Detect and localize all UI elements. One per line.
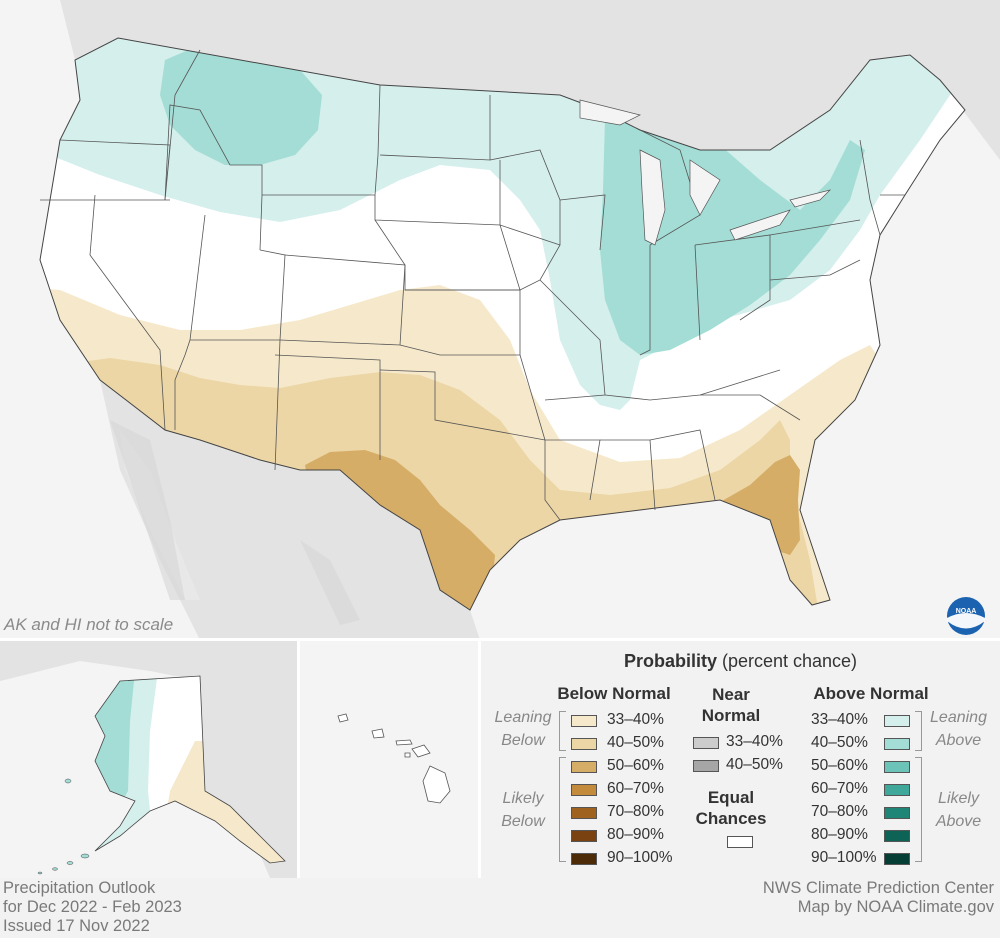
divider-ak-hi [297,641,300,878]
state-borders [40,49,905,521]
below-50-60-florida [715,455,800,555]
above-normal-item-label: 60–70% [811,780,868,797]
divider-hi-legend [478,641,481,878]
likely-below-label: Likely Below [501,790,545,830]
above-normal-item-swatch [884,784,910,796]
below-normal-item-swatch [571,784,597,796]
below-normal-header: Below Normal [557,684,671,703]
aleutian-islands [37,778,90,875]
noaa-logo: NOAA [947,597,985,635]
footer-issued: Issued 17 Nov 2022 [3,917,150,935]
above-40-50-montana [160,45,322,165]
noaa-logo-text: NOAA [956,608,977,615]
below-normal-item-label: 90–100% [607,849,673,866]
above-normal-header: Above Normal [813,684,929,703]
above-normal-item-label: 80–90% [811,826,868,843]
kauai [337,713,349,723]
above-normal-item-swatch [884,715,910,727]
below-normal-item-label: 60–70% [607,780,664,797]
above-normal-item-swatch [884,761,910,773]
footer-outlook-info: Precipitation Outlook for Dec 2022 - Feb… [3,879,182,936]
near-normal-item-label: 40–50% [726,756,783,773]
below-normal-item-label: 40–50% [607,734,664,751]
great-lakes [579,99,832,246]
above-normal-item-label: 33–40% [811,711,868,728]
above-normal-item-swatch [884,853,910,865]
noaa-logo-bird [947,613,985,629]
legend-title-rest: (percent chance) [721,651,858,671]
above-normal-item-label: 90–100% [811,849,877,866]
below-normal-item-label: 33–40% [607,711,664,728]
mexico-land [100,380,480,640]
footer-source: NWS Climate Prediction Center [762,879,994,897]
molokai [395,739,413,746]
leaning-above-label: Leaning Above [930,709,987,749]
footer-period: for Dec 2022 - Feb 2023 [3,898,182,916]
below-normal-item-label: 50–60% [607,757,664,774]
big-island [422,765,451,804]
hawaii-map [300,641,478,878]
near-normal-header: Near Normal [701,685,761,725]
above-normal-item-swatch [884,830,910,842]
divider-horizontal [0,638,1000,641]
equal-chances-header: Equal Chances [695,788,767,828]
legend-title: Probability (percent chance) [481,651,1000,672]
alaska-panel [0,641,297,878]
below-normal-item-label: 70–80% [607,803,664,820]
likely-below-bracket [559,757,566,862]
legend-title-bold: Probability [623,651,717,671]
near-normal-item-swatch [693,760,719,772]
hawaii-islands [337,713,451,804]
lanai [404,752,411,758]
conus-map [0,0,1000,640]
above-normal-item-label: 50–60% [811,757,868,774]
canada-land-ak [0,641,297,878]
above-normal-item-swatch [884,807,910,819]
likely-above-bracket [915,757,922,862]
legend-panel: Probability (percent chance) Below Norma… [481,641,1000,878]
us-outline [39,37,966,611]
footer-title: Precipitation Outlook [3,879,156,897]
below-normal-item-swatch [571,715,597,727]
alaska-outline [94,675,286,864]
terrain-shading [110,420,360,625]
leaning-below-label: Leaning Below [494,709,552,749]
below-normal-item-swatch [571,738,597,750]
near-normal-item-label: 33–40% [726,733,783,750]
likely-above-label: Likely Above [935,790,982,830]
equal-chances-swatch [727,836,753,848]
below-normal-item-label: 80–90% [607,826,664,843]
maui [411,744,431,758]
scale-note: AK and HI not to scale [4,615,174,634]
canada-land [0,0,1000,160]
leaning-below-bracket [559,711,566,751]
near-normal-item-swatch [693,737,719,749]
leaning-above-bracket [915,711,922,751]
below-normal-item-swatch [571,853,597,865]
footer-map-credit: Map by NOAA Climate.gov [797,898,994,916]
above-normal-item-label: 40–50% [811,734,868,751]
below-normal-item-swatch [571,830,597,842]
above-normal-item-label: 70–80% [811,803,868,820]
below-normal-item-swatch [571,807,597,819]
footer-credits: NWS Climate Prediction Center Map by NOA… [763,879,994,917]
above-normal-item-swatch [884,738,910,750]
below-normal-item-swatch [571,761,597,773]
alaska-map [0,641,297,878]
hawaii-panel [300,641,478,878]
oahu [371,728,385,739]
